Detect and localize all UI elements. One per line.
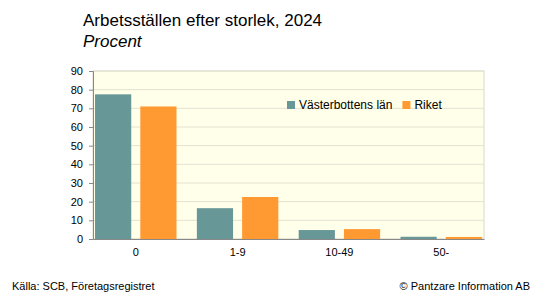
x-axis-line [94,239,485,240]
legend-swatch [402,101,410,109]
plot-background [93,71,484,239]
grid-line [93,71,484,72]
y-tick-label: 0 [77,233,83,245]
y-tick: 50 [71,140,93,152]
legend-swatch [287,101,295,109]
x-tick: 1-9 [230,239,246,258]
y-tick: 0 [77,233,93,245]
title: Arbetsställen efter storlek, 2024 [83,11,322,30]
x-axis: 0 1-9 10-49 50- [94,239,485,258]
y-axis-line [89,72,94,240]
y-tick-mark [89,239,93,240]
y-tick: 90 [71,65,93,77]
y-tick-label: 60 [71,121,83,133]
y-tick: 10 [71,214,93,226]
bar [401,237,437,239]
legend-item: Västerbottens län [287,98,392,112]
y-tick-label: 70 [71,102,83,114]
bar [140,106,176,239]
y-tick-mark [89,183,93,184]
y-tick-mark [89,164,93,165]
legend: Västerbottens län Riket [287,98,442,112]
y-tick-label: 10 [71,214,83,226]
grid-line [93,89,484,90]
y-tick-mark [89,202,93,203]
y-tick-label: 40 [71,158,83,170]
y-tick: 20 [71,196,93,208]
bar [242,197,278,239]
y-tick-mark [89,220,93,221]
y-tick: 40 [71,158,93,170]
x-tick-label: 0 [133,246,139,258]
bar [344,229,380,239]
y-tick-label: 30 [71,177,83,189]
plot: 0 10 20 30 40 50 60 70 80 90 0 1-9 10-49 50- Västerbot… [71,65,485,258]
bar [95,94,131,239]
x-tick: 50- [433,239,449,258]
bar [299,230,335,239]
legend-label: Västerbottens län [299,98,392,112]
x-tick-label: 50- [433,246,449,258]
y-tick-label: 20 [71,196,83,208]
y-axis: 0 10 20 30 40 50 60 70 80 90 [71,65,94,245]
source: Källa: SCB, Företagsregistret [12,280,154,292]
y-tick-mark [89,108,93,109]
y-tick-label: 80 [71,84,83,96]
y-tick: 30 [71,177,93,189]
y-tick-mark [89,146,93,147]
bars [95,94,482,239]
bar [197,208,233,239]
y-tick: 60 [71,121,93,133]
x-tick-label: 10-49 [325,246,353,258]
grid [93,71,484,239]
y-tick: 80 [71,84,93,96]
y-tick: 70 [71,102,93,114]
x-tick: 10-49 [325,239,353,258]
y-tick-mark [89,90,93,91]
legend-label: Riket [414,98,442,112]
y-tick-mark [89,71,93,72]
bar [446,237,482,239]
x-tick-label: 1-9 [230,246,246,258]
y-tick-label: 90 [71,65,83,77]
x-tick: 0 [133,239,139,258]
y-tick-mark [89,127,93,128]
chart: Arbetsställen efter storlek, 2024 Procent… [0,0,541,305]
subtitle: Procent [83,32,143,51]
credit: © Pantzare Information AB [400,280,530,292]
legend-item: Riket [402,98,442,112]
y-tick-label: 50 [71,140,83,152]
